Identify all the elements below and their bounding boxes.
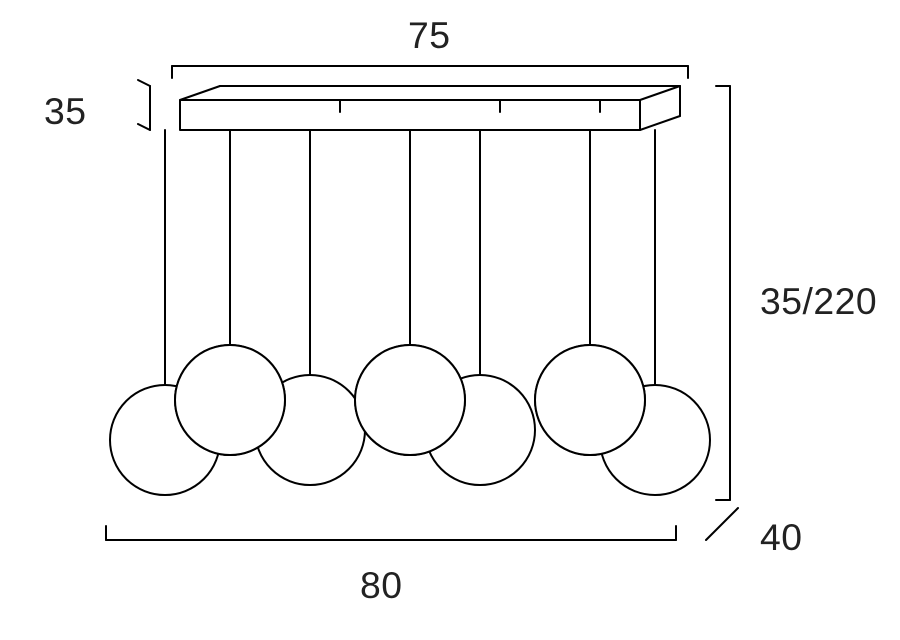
label-right-height: 35/220 [760, 280, 877, 323]
label-right-depth: 40 [760, 516, 803, 559]
label-left-depth: 35 [44, 90, 87, 133]
label-bottom-width: 80 [360, 564, 403, 607]
label-top-width: 75 [408, 14, 451, 57]
